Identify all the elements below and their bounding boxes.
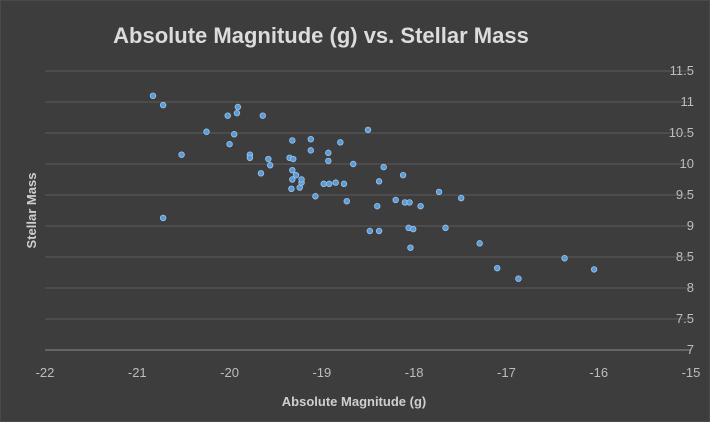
data-point <box>350 160 357 168</box>
y-tick-label: 11 <box>681 94 695 109</box>
data-point <box>374 202 381 210</box>
data-point <box>326 180 333 188</box>
data-point <box>392 196 399 204</box>
data-point <box>312 193 319 200</box>
data-point <box>375 227 383 235</box>
data-point <box>289 166 296 174</box>
data-point <box>364 126 372 134</box>
data-point <box>380 163 387 171</box>
data-point <box>159 214 167 222</box>
x-tick-label: -20 <box>220 365 239 380</box>
x-tick-label: -17 <box>497 365 516 380</box>
x-tick-label: -22 <box>36 365 55 380</box>
data-point <box>292 171 300 179</box>
data-point <box>515 275 522 282</box>
x-tick-label: -15 <box>682 365 701 380</box>
x-tick-label: -19 <box>312 365 331 380</box>
data-point <box>259 112 266 119</box>
data-point <box>298 176 305 183</box>
y-tick-label: 7.5 <box>676 311 694 326</box>
data-point <box>366 227 374 235</box>
data-point <box>233 109 241 117</box>
data-point <box>337 139 344 146</box>
y-tick-label: 10 <box>680 156 694 171</box>
scatter-plot: 7 7.5 8 8.5 9 9.5 10 10.5 11 11.5 -22 -21 -20 -19 -18 -… <box>24 63 701 409</box>
data-point <box>288 185 295 192</box>
data-point <box>159 101 167 109</box>
data-point <box>442 224 449 232</box>
y-tick-label: 7 <box>687 342 694 357</box>
data-point <box>224 112 231 119</box>
data-point <box>320 180 327 188</box>
data-point <box>149 92 157 99</box>
y-tick-label: 9.5 <box>676 187 694 202</box>
data-point <box>325 157 332 165</box>
data-point <box>325 149 332 157</box>
x-tick-label: -18 <box>405 365 424 380</box>
data-point <box>290 155 297 163</box>
y-tick-label: 8.5 <box>676 249 694 264</box>
data-point <box>399 171 407 179</box>
chart-title: Absolute Magnitude (g) vs. Stellar Mass <box>113 23 529 48</box>
data-point <box>590 266 598 273</box>
data-point <box>561 255 568 262</box>
data-point <box>234 103 242 111</box>
data-point <box>458 194 465 202</box>
data-point <box>203 128 210 135</box>
data-point <box>246 154 254 161</box>
data-point <box>494 264 501 272</box>
data-point <box>343 197 350 205</box>
data-point <box>266 162 274 169</box>
y-tick-label: 10.5 <box>669 125 694 140</box>
data-point <box>178 151 185 158</box>
data-point <box>417 202 424 210</box>
y-axis-title: Stellar Mass <box>24 173 39 249</box>
x-tick-label: -16 <box>589 365 608 380</box>
data-point <box>307 135 314 143</box>
data-point <box>375 178 383 185</box>
data-point <box>435 188 443 196</box>
y-tick-label: 8 <box>687 280 694 295</box>
x-axis-title: Absolute Magnitude (g) <box>282 394 426 409</box>
data-point <box>340 180 348 188</box>
data-point <box>410 225 417 233</box>
y-tick-label: 9 <box>687 218 694 233</box>
data-point <box>226 140 233 148</box>
data-point <box>265 155 272 163</box>
data-point <box>289 176 296 183</box>
data-point <box>230 131 238 138</box>
data-point <box>406 199 413 206</box>
data-point <box>257 170 265 177</box>
data-point <box>476 240 483 247</box>
x-tick-label: -21 <box>128 365 147 380</box>
data-point <box>332 179 339 186</box>
data-point <box>407 244 414 251</box>
data-point <box>307 147 314 154</box>
data-point <box>289 137 296 144</box>
y-tick-label: 11.5 <box>670 63 694 78</box>
